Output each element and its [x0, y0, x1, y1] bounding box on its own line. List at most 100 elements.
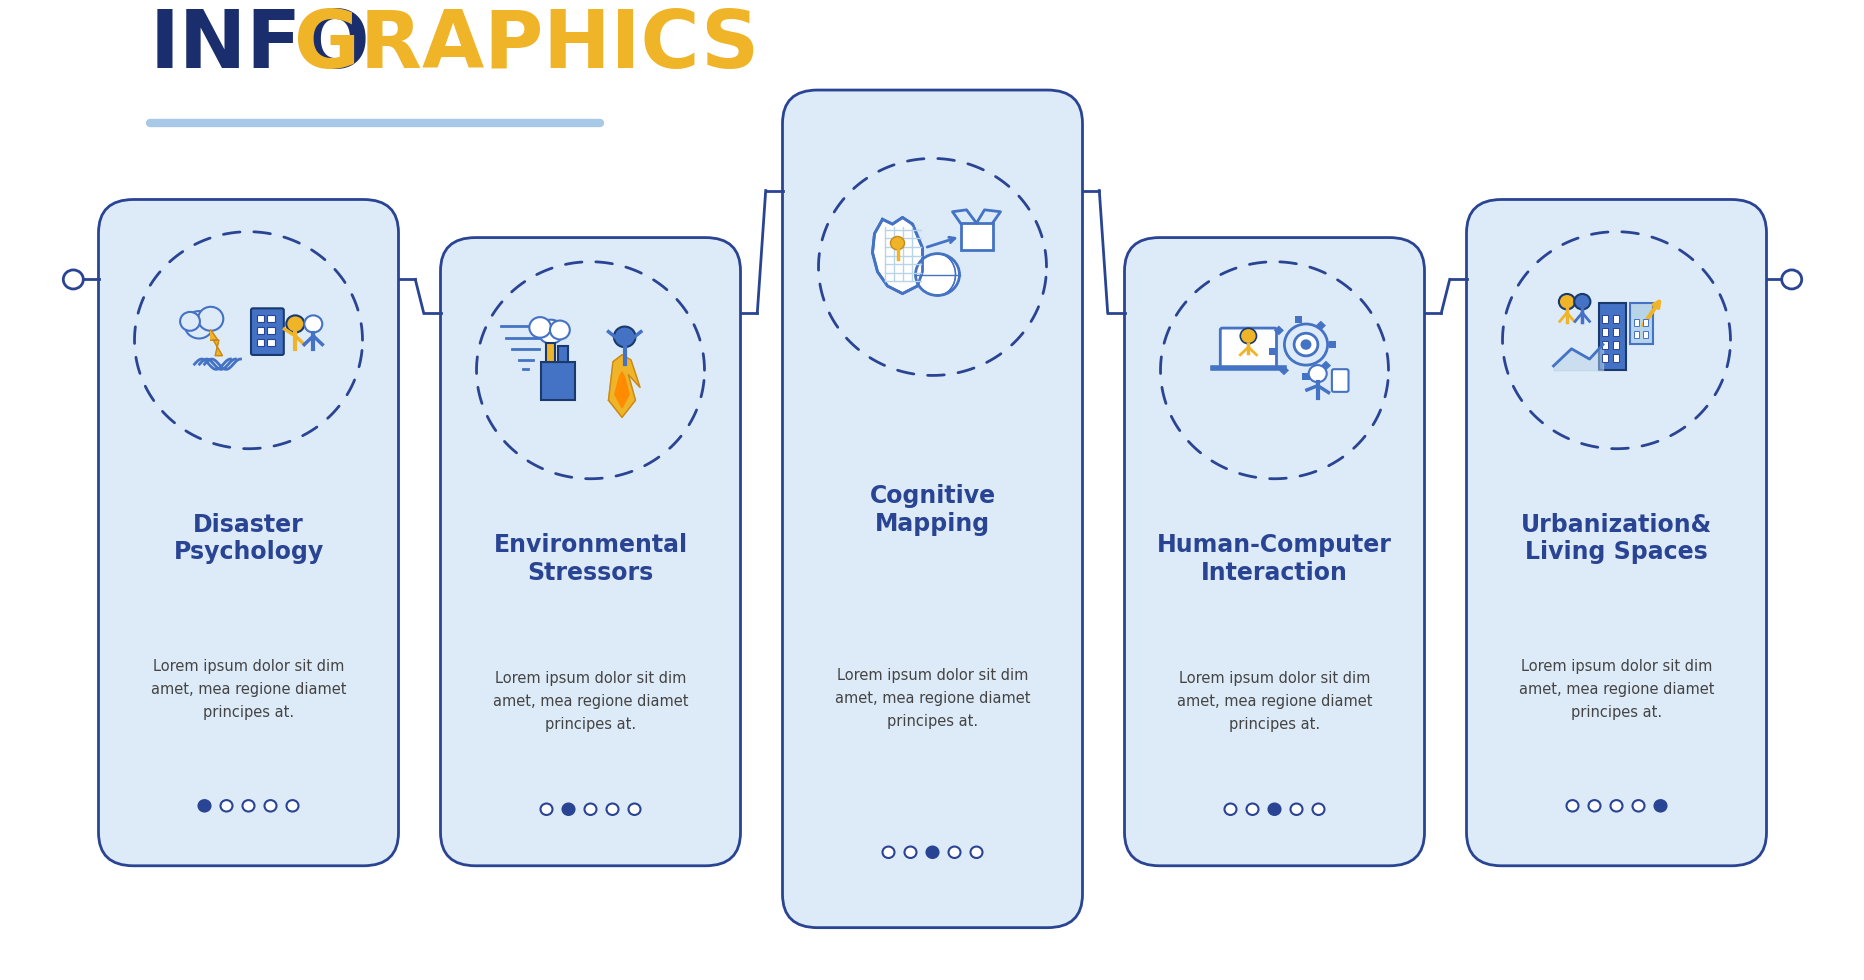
Bar: [1633, 318, 1638, 325]
Bar: [267, 338, 274, 346]
Circle shape: [198, 800, 211, 811]
Polygon shape: [211, 330, 222, 356]
Bar: [1597, 304, 1625, 370]
FancyBboxPatch shape: [1124, 237, 1424, 865]
FancyBboxPatch shape: [783, 90, 1081, 928]
Bar: [1601, 328, 1607, 336]
Circle shape: [915, 254, 958, 296]
FancyBboxPatch shape: [1219, 328, 1275, 368]
Bar: [1294, 317, 1301, 323]
Bar: [1320, 361, 1331, 370]
Text: Disaster
Psychology: Disaster Psychology: [173, 513, 324, 564]
Circle shape: [969, 847, 982, 858]
Circle shape: [904, 847, 915, 858]
Circle shape: [1301, 340, 1310, 349]
Circle shape: [882, 847, 895, 858]
Circle shape: [1566, 800, 1577, 811]
Circle shape: [198, 307, 224, 331]
Bar: [1601, 316, 1607, 323]
Text: GRAPHICS: GRAPHICS: [295, 7, 759, 85]
Bar: [960, 223, 992, 250]
Text: Lorem ipsum dolor sit dim
amet, mea regione diamet
principes at.: Lorem ipsum dolor sit dim amet, mea regi…: [1517, 660, 1713, 720]
Bar: [1612, 354, 1618, 362]
Bar: [541, 362, 574, 400]
Circle shape: [1245, 804, 1258, 815]
Circle shape: [550, 320, 570, 339]
Bar: [1642, 331, 1648, 338]
Polygon shape: [608, 355, 639, 417]
Text: Human-Computer
Interaction: Human-Computer Interaction: [1156, 533, 1391, 585]
Text: INFO: INFO: [149, 7, 371, 85]
Circle shape: [1610, 800, 1622, 811]
Circle shape: [1653, 800, 1666, 811]
Circle shape: [242, 800, 254, 811]
Text: Environmental
Stressors: Environmental Stressors: [494, 533, 688, 585]
Bar: [1642, 318, 1648, 325]
Bar: [1601, 341, 1607, 349]
Bar: [1279, 366, 1288, 375]
Circle shape: [613, 326, 636, 347]
Circle shape: [1780, 270, 1801, 289]
Text: Cognitive
Mapping: Cognitive Mapping: [869, 484, 995, 535]
Bar: [1316, 320, 1325, 330]
Circle shape: [304, 316, 322, 332]
Circle shape: [185, 311, 212, 338]
Circle shape: [1309, 366, 1325, 382]
Bar: [1629, 304, 1652, 345]
Circle shape: [926, 847, 938, 858]
Bar: [544, 343, 555, 362]
Circle shape: [1588, 800, 1599, 811]
Circle shape: [265, 800, 276, 811]
Bar: [1612, 328, 1618, 336]
Text: Lorem ipsum dolor sit dim
amet, mea regione diamet
principes at.: Lorem ipsum dolor sit dim amet, mea regi…: [835, 668, 1029, 728]
Bar: [1612, 341, 1618, 349]
Polygon shape: [872, 218, 923, 294]
Bar: [1301, 372, 1309, 379]
Bar: [1601, 354, 1607, 362]
Bar: [257, 326, 263, 334]
Circle shape: [583, 804, 596, 815]
Text: Urbanization&
Living Spaces: Urbanization& Living Spaces: [1519, 513, 1711, 564]
Circle shape: [1240, 328, 1256, 344]
FancyBboxPatch shape: [1465, 200, 1765, 865]
Bar: [1327, 341, 1335, 348]
Bar: [257, 315, 263, 322]
Text: Lorem ipsum dolor sit dim
amet, mea regione diamet
principes at.: Lorem ipsum dolor sit dim amet, mea regi…: [1176, 671, 1372, 732]
Bar: [257, 338, 263, 346]
FancyBboxPatch shape: [440, 237, 740, 865]
Circle shape: [287, 316, 304, 332]
Circle shape: [220, 800, 233, 811]
Bar: [1268, 348, 1275, 355]
FancyBboxPatch shape: [252, 309, 283, 355]
Circle shape: [1312, 804, 1323, 815]
FancyBboxPatch shape: [99, 200, 399, 865]
Polygon shape: [615, 372, 628, 408]
Circle shape: [1294, 333, 1318, 356]
FancyBboxPatch shape: [1331, 369, 1348, 392]
Circle shape: [606, 804, 619, 815]
Text: Lorem ipsum dolor sit dim
amet, mea regione diamet
principes at.: Lorem ipsum dolor sit dim amet, mea regi…: [492, 671, 688, 732]
Bar: [267, 315, 274, 322]
Circle shape: [1290, 804, 1301, 815]
Circle shape: [539, 319, 563, 344]
Circle shape: [628, 804, 639, 815]
Bar: [1612, 316, 1618, 323]
Circle shape: [1558, 294, 1575, 310]
Circle shape: [181, 312, 199, 331]
Circle shape: [63, 270, 84, 289]
Circle shape: [1268, 804, 1281, 815]
Circle shape: [949, 847, 960, 858]
Circle shape: [1225, 804, 1236, 815]
Bar: [557, 346, 569, 362]
Circle shape: [529, 318, 550, 338]
Circle shape: [1284, 324, 1327, 366]
Bar: [1273, 325, 1282, 335]
Bar: [1633, 331, 1638, 338]
Circle shape: [1631, 800, 1644, 811]
Circle shape: [1573, 294, 1590, 310]
Circle shape: [541, 804, 552, 815]
Bar: [267, 326, 274, 334]
Circle shape: [889, 236, 904, 250]
Text: Lorem ipsum dolor sit dim
amet, mea regione diamet
principes at.: Lorem ipsum dolor sit dim amet, mea regi…: [151, 660, 347, 720]
Circle shape: [287, 800, 298, 811]
